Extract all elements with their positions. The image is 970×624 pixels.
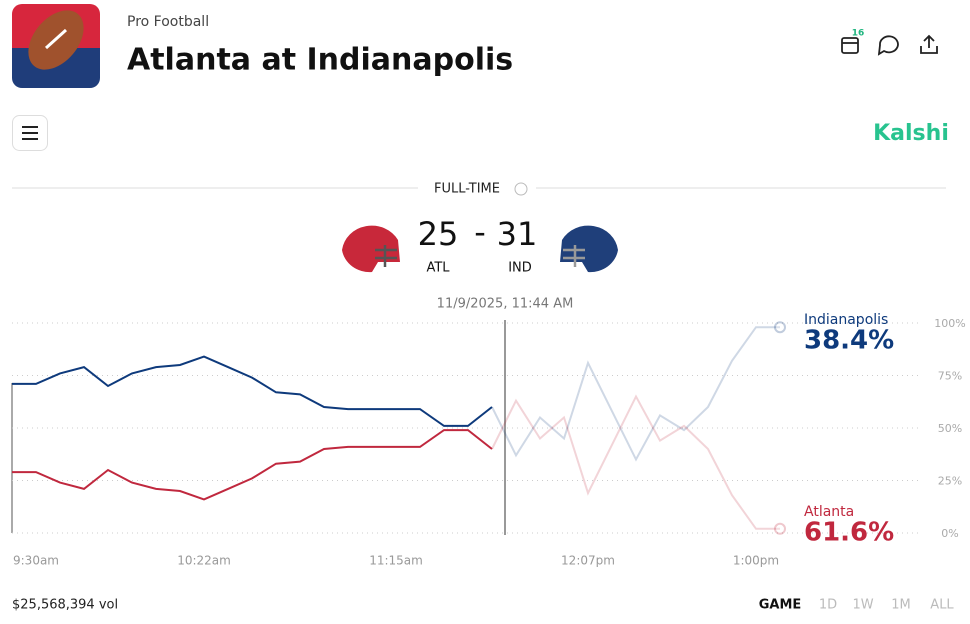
score-separator: - <box>474 213 486 251</box>
away-score: 25 <box>418 215 459 253</box>
league-icon <box>12 4 100 88</box>
x-tick-label: 12:07pm <box>561 554 615 568</box>
range-button[interactable]: GAME <box>759 598 802 613</box>
comment-button[interactable] <box>877 35 899 56</box>
x-tick-label: 11:15am <box>369 554 423 568</box>
home-abbr: IND <box>508 261 532 276</box>
x-tick-label: 1:00pm <box>733 554 779 568</box>
home-score: 31 <box>497 215 538 253</box>
y-tick-label: 50% <box>938 422 962 435</box>
legend-odds: 38.4% <box>804 326 894 356</box>
volume: $25,568,394 vol <box>12 598 118 613</box>
menu-button[interactable] <box>12 115 48 151</box>
range-button[interactable]: ALL <box>930 598 954 613</box>
home-helmet <box>560 225 618 273</box>
line-future <box>491 326 780 462</box>
away-abbr: ATL <box>426 261 450 276</box>
share-button[interactable] <box>920 34 938 54</box>
range-button[interactable]: 1D <box>819 598 837 613</box>
y-tick-label: 25% <box>938 475 962 488</box>
range-button[interactable]: 1M <box>891 598 911 613</box>
y-tick-label: 75% <box>938 370 962 383</box>
legend-name: Indianapolis <box>804 312 888 328</box>
timestamp: 11/9/2025, 11:44 AM <box>437 297 574 312</box>
legend-name: Atlanta <box>804 504 854 520</box>
badge: 16 <box>852 29 865 39</box>
legend-odds: 61.6% <box>804 518 894 548</box>
info-icon[interactable] <box>514 182 528 196</box>
y-tick-label: 0% <box>941 527 958 540</box>
brand: Kalshi <box>873 121 949 146</box>
category: Pro Football <box>127 14 209 30</box>
range-button[interactable]: 1W <box>852 598 873 613</box>
end-dot <box>774 522 786 535</box>
y-tick-label: 100% <box>934 317 965 330</box>
calendar-button[interactable] <box>841 37 859 54</box>
away-helmet <box>342 225 400 273</box>
line-played <box>12 355 493 427</box>
x-tick-label: 10:22am <box>177 554 231 568</box>
x-tick-label: 9:30am <box>13 554 59 568</box>
line-played <box>12 429 493 501</box>
status: FULL-TIME <box>434 182 500 197</box>
page-title: Atlanta at Indianapolis <box>127 43 513 78</box>
end-dot <box>774 321 786 334</box>
line-future <box>491 394 780 530</box>
